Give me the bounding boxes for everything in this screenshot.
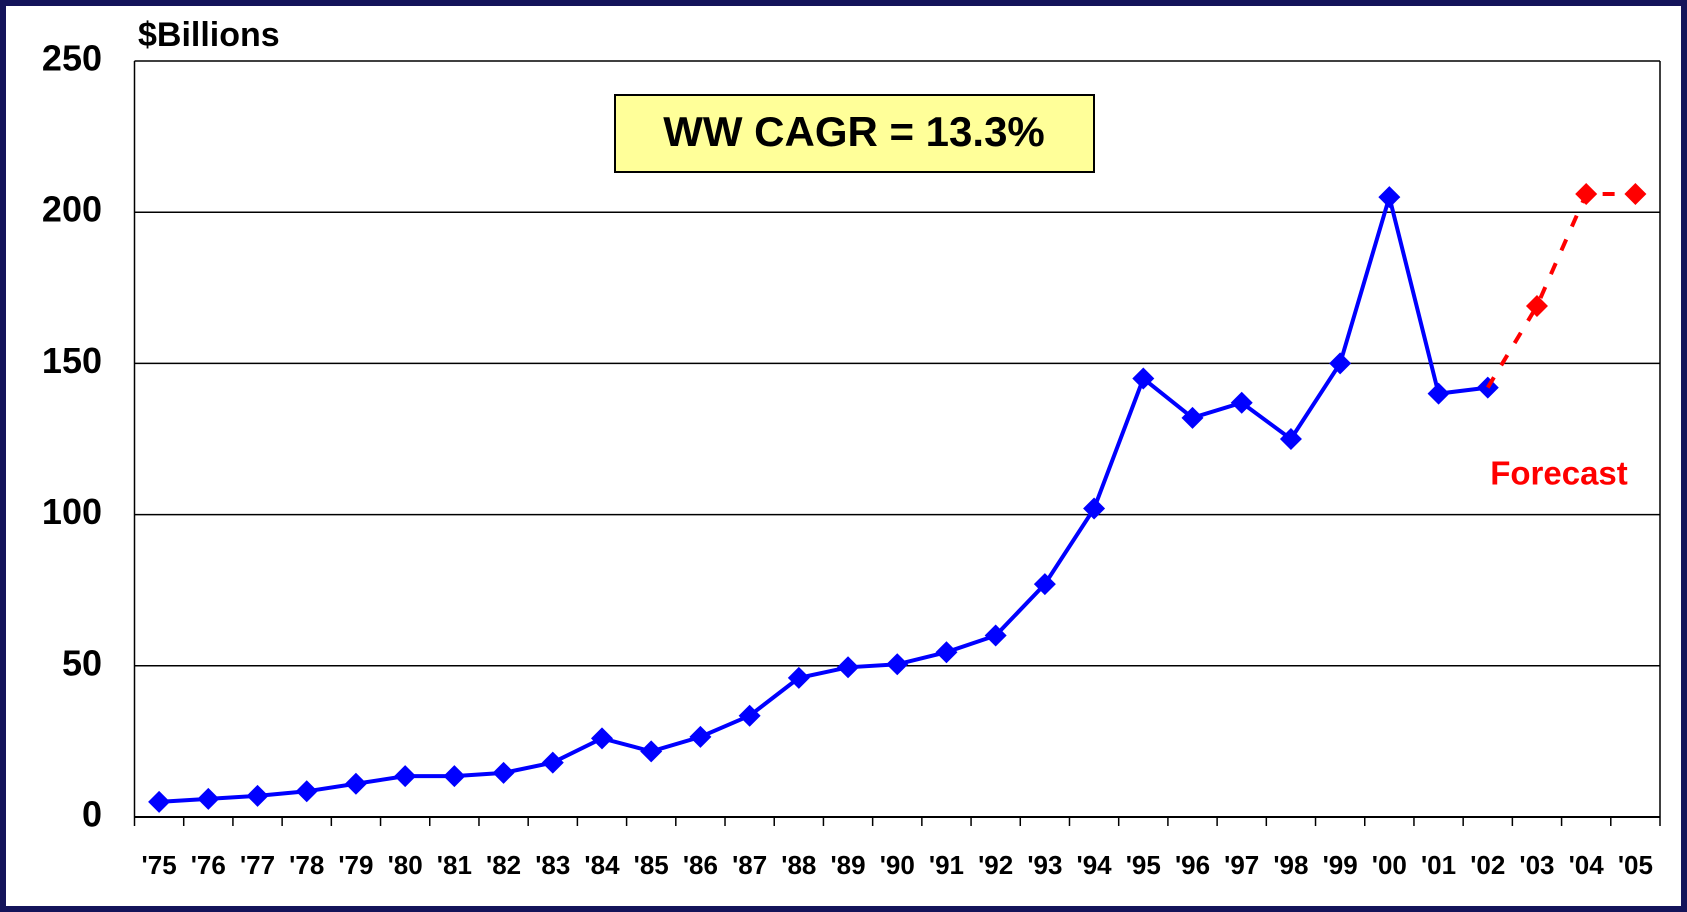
x-tick-label: '05 xyxy=(1618,850,1653,880)
x-tick-label: '78 xyxy=(289,850,324,880)
data-marker xyxy=(1378,186,1401,209)
series-line xyxy=(1486,192,1636,389)
data-marker xyxy=(1230,391,1253,414)
y-tick-label: 50 xyxy=(62,642,102,683)
x-tick-label: '99 xyxy=(1323,850,1358,880)
x-tick-label: '88 xyxy=(781,850,816,880)
y-tick-label: 150 xyxy=(42,340,102,381)
data-marker xyxy=(148,790,171,813)
data-marker xyxy=(295,780,318,803)
x-tick-label: '85 xyxy=(634,850,669,880)
data-marker xyxy=(1525,294,1548,317)
data-marker xyxy=(492,761,515,784)
x-tick-label: '95 xyxy=(1126,850,1161,880)
x-tick-label: '02 xyxy=(1470,850,1505,880)
x-tick-label: '01 xyxy=(1421,850,1456,880)
data-marker xyxy=(1575,183,1598,206)
y-axis-label: $Billions xyxy=(138,16,280,54)
data-marker xyxy=(1033,573,1056,596)
forecast-label: Forecast xyxy=(1490,455,1628,492)
x-tick-label: '77 xyxy=(240,850,275,880)
data-marker xyxy=(246,784,269,807)
data-marker xyxy=(1132,367,1155,390)
y-tick-label: 0 xyxy=(82,794,102,835)
x-tick-label: '82 xyxy=(486,850,521,880)
annotation: WW CAGR = 13.3% xyxy=(663,108,1045,155)
x-tick-label: '84 xyxy=(584,850,620,880)
x-tick-label: '80 xyxy=(388,850,423,880)
series-line xyxy=(158,189,1489,804)
x-tick-label: '81 xyxy=(437,850,472,880)
x-tick-label: '79 xyxy=(338,850,373,880)
data-marker xyxy=(935,641,958,664)
y-tick-label: 100 xyxy=(42,491,102,532)
x-tick-label: '89 xyxy=(830,850,865,880)
data-marker xyxy=(738,704,761,727)
data-marker xyxy=(984,624,1007,647)
x-tick-label: '97 xyxy=(1224,850,1259,880)
data-marker xyxy=(1083,497,1106,520)
y-tick-label: 250 xyxy=(42,38,102,79)
x-tick-label: '96 xyxy=(1175,850,1210,880)
data-marker xyxy=(886,653,909,676)
annotation-box xyxy=(614,94,1095,173)
data-marker xyxy=(541,751,564,774)
x-tick-label: '94 xyxy=(1077,850,1113,880)
x-tick-label: '04 xyxy=(1569,850,1605,880)
data-marker xyxy=(394,765,417,788)
x-tick-label: '75 xyxy=(142,850,177,880)
data-marker xyxy=(1181,406,1204,429)
data-marker xyxy=(443,765,466,788)
data-marker xyxy=(689,725,712,748)
x-tick-label: '93 xyxy=(1027,850,1062,880)
data-marker xyxy=(1427,382,1450,405)
x-tick-label: '87 xyxy=(732,850,767,880)
x-tick-label: '90 xyxy=(880,850,915,880)
data-marker xyxy=(590,727,613,750)
x-tick-label: '76 xyxy=(191,850,226,880)
data-marker xyxy=(787,666,810,689)
data-marker xyxy=(837,656,860,679)
x-tick-label: '86 xyxy=(683,850,718,880)
x-tick-label: '92 xyxy=(978,850,1013,880)
data-marker xyxy=(1329,352,1352,375)
data-marker xyxy=(344,772,367,795)
x-tick-label: '83 xyxy=(535,850,570,880)
data-marker xyxy=(1279,428,1302,450)
x-tick-label: '91 xyxy=(929,850,964,880)
x-tick-label: '00 xyxy=(1372,850,1407,880)
data-marker xyxy=(1624,183,1647,206)
x-tick-label: '03 xyxy=(1519,850,1554,880)
y-tick-label: 200 xyxy=(42,189,102,230)
data-marker xyxy=(197,787,220,810)
x-tick-label: '98 xyxy=(1273,850,1308,880)
data-marker xyxy=(640,740,663,763)
